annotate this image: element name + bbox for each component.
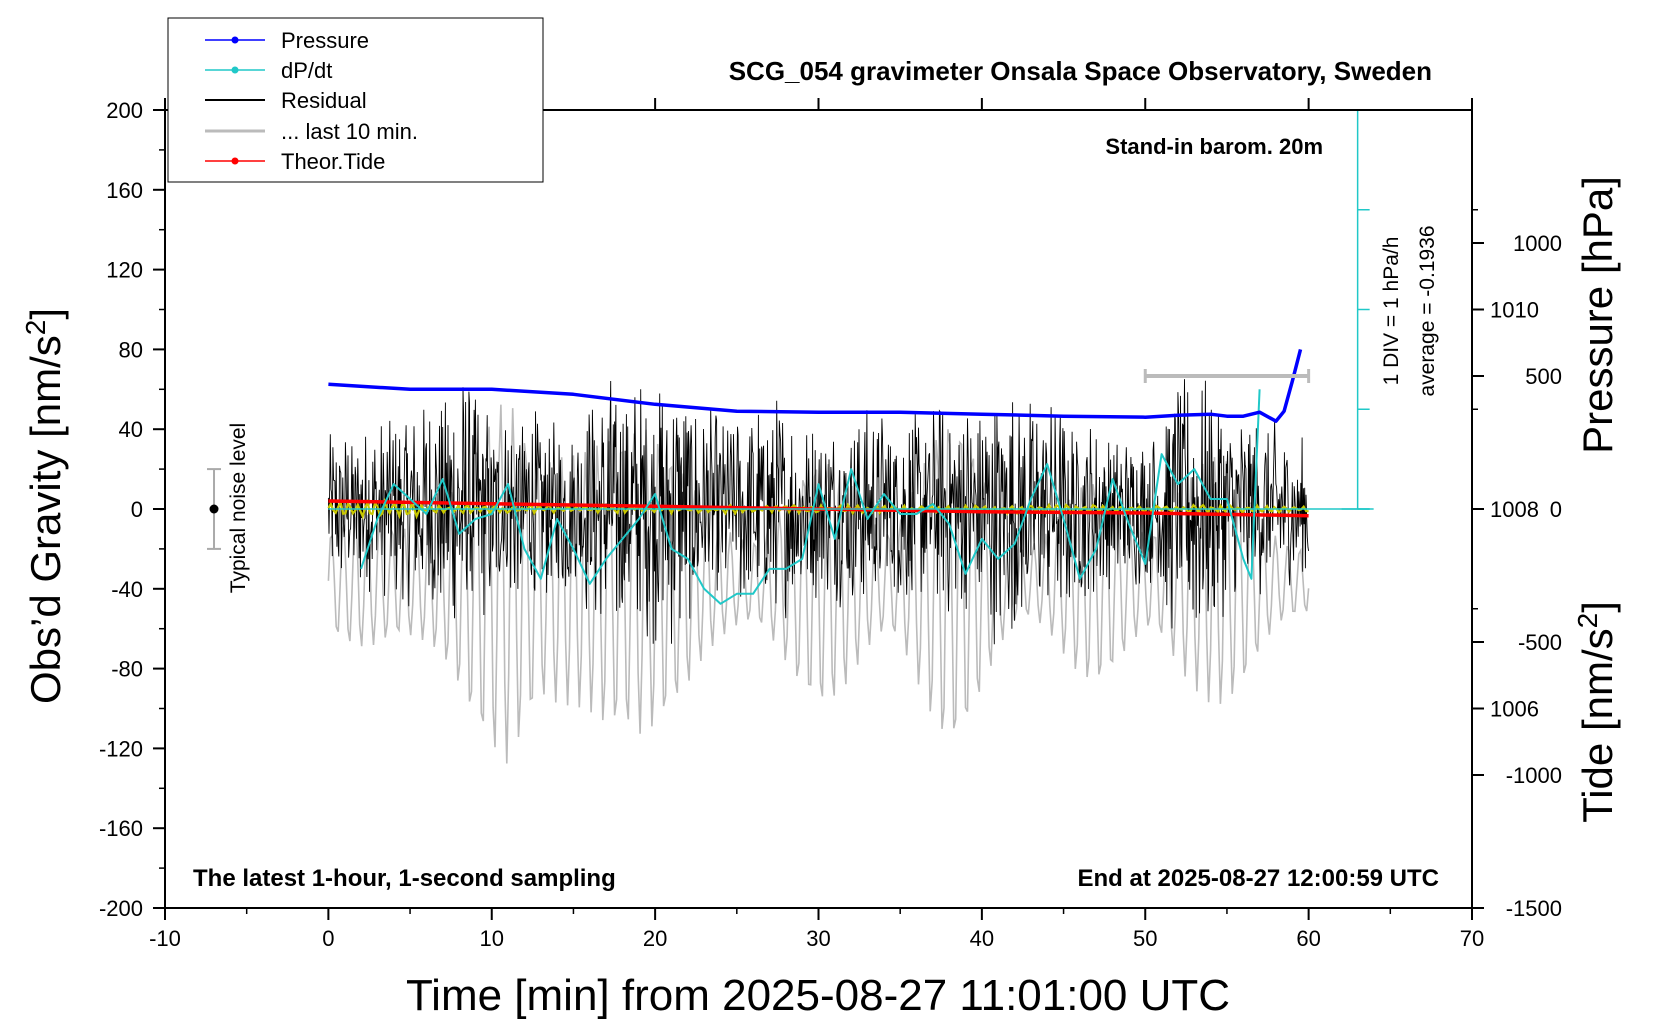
left-axis-ticks: -200 -160 -120 -80 -40 0 40 80 120 160 200 xyxy=(99,98,165,921)
legend-label-pressure: Pressure xyxy=(281,28,369,53)
y-tick-label: 160 xyxy=(106,178,143,203)
tide-tick-label: 500 xyxy=(1525,364,1562,389)
div-note: 1 DIV = 1 hPa/h xyxy=(1380,237,1403,386)
dpdt-series xyxy=(360,389,1261,605)
y-tick-label: -200 xyxy=(99,896,143,921)
legend: Pressure dP/dt Residual ... last 10 min.… xyxy=(167,17,544,183)
barometer-note: Stand-in barom. 20m xyxy=(1105,134,1323,159)
x-axis-ticks: -10 0 10 20 30 40 50 60 70 xyxy=(149,98,1484,951)
pressure-tick-label: 1010 xyxy=(1490,298,1539,323)
last10-series xyxy=(327,404,1310,764)
legend-item-last10: ... last 10 min. xyxy=(205,119,418,144)
y-tick-label: -80 xyxy=(111,657,143,682)
legend-item-tide: Theor.Tide xyxy=(205,149,385,174)
residual-line xyxy=(327,379,1310,645)
y-axis-label-left: Obs’d Gravity [nm/s2] xyxy=(20,308,70,704)
tide-axis-ticks: -1500 -1000 -500 0 500 1000 xyxy=(1472,231,1562,921)
tide-tick-label: -1500 xyxy=(1506,896,1562,921)
x-tick-label: 50 xyxy=(1133,926,1157,951)
bottom-right-note: End at 2025-08-27 12:00:59 UTC xyxy=(1078,865,1440,892)
pressure-axis-label: Pressure [hPa] xyxy=(1574,176,1621,454)
noise-level-marker xyxy=(207,468,222,550)
noise-note: Typical noise level xyxy=(227,423,250,593)
pressure-line xyxy=(328,348,1303,423)
x-tick-label: -10 xyxy=(149,926,181,951)
x-tick-label: 0 xyxy=(322,926,334,951)
pressure-tick-label: 1008 xyxy=(1490,497,1539,522)
y-tick-label: -40 xyxy=(111,577,143,602)
y-tick-label: 80 xyxy=(119,337,143,362)
dpdt-line xyxy=(360,389,1261,605)
average-note: average = -0.1936 xyxy=(1416,225,1439,396)
noise-dot xyxy=(209,504,219,514)
chart-title: SCG_054 gravimeter Onsala Space Observat… xyxy=(729,56,1432,86)
y-tick-label: -120 xyxy=(99,736,143,761)
y-tick-label: 120 xyxy=(106,258,143,283)
last10-range-marker xyxy=(1143,369,1311,383)
legend-item-pressure: Pressure xyxy=(205,28,369,53)
x-tick-label: 20 xyxy=(643,926,667,951)
legend-box xyxy=(167,17,544,183)
bottom-left-note: The latest 1-hour, 1-second sampling xyxy=(193,865,616,892)
residual-series xyxy=(327,379,1310,645)
x-axis-label: Time [min] from 2025-08-27 11:01:00 UTC xyxy=(406,971,1230,1020)
y-tick-label: 0 xyxy=(131,497,143,522)
y-tick-label: 40 xyxy=(119,417,143,442)
x-tick-label: 40 xyxy=(970,926,994,951)
pressure-series xyxy=(328,348,1303,423)
tide-tick-label: 1000 xyxy=(1513,231,1562,256)
residual-smooth-line xyxy=(327,497,1309,520)
x-tick-label: 70 xyxy=(1460,926,1484,951)
legend-label-dpdt: dP/dt xyxy=(281,58,332,83)
legend-label-tide: Theor.Tide xyxy=(281,149,385,174)
y-tick-label: 200 xyxy=(106,98,143,123)
x-tick-label: 10 xyxy=(480,926,504,951)
legend-item-residual: Residual xyxy=(205,88,367,113)
x-tick-label: 30 xyxy=(806,926,830,951)
legend-item-dpdt: dP/dt xyxy=(205,58,332,83)
residual-smooth-series xyxy=(327,497,1309,520)
tide-tick-label: 0 xyxy=(1550,497,1562,522)
tide-axis-label: Tide [nm/s2] xyxy=(1572,601,1622,823)
legend-label-residual: Residual xyxy=(281,88,367,113)
tide-tick-label: -500 xyxy=(1518,630,1562,655)
tide-tick-label: -1000 xyxy=(1506,763,1562,788)
y-tick-label: -160 xyxy=(99,816,143,841)
x-tick-label: 60 xyxy=(1296,926,1320,951)
legend-label-last10: ... last 10 min. xyxy=(281,119,418,144)
pressure-axis-ticks: 1006 1008 1010 xyxy=(1472,209,1539,722)
last10-line xyxy=(327,404,1310,764)
pressure-tick-label: 1006 xyxy=(1490,697,1539,722)
